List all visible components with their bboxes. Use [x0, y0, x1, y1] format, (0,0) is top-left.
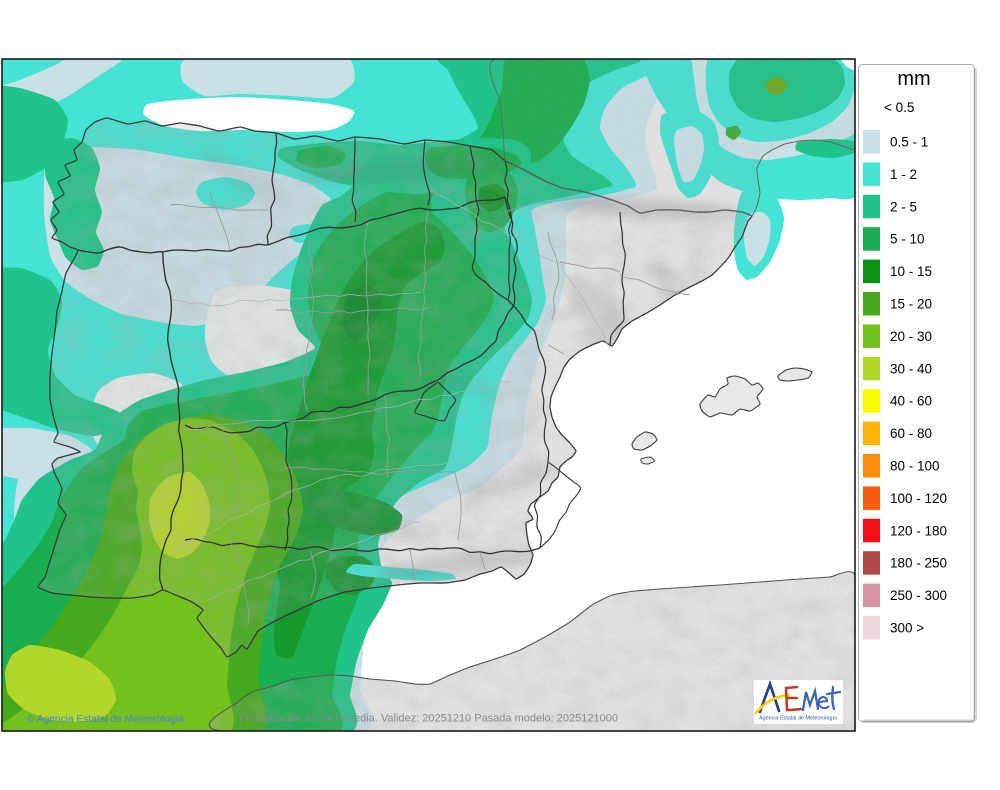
svg-text:30 - 40: 30 - 40	[890, 361, 932, 376]
svg-text:60 - 80: 60 - 80	[890, 426, 932, 441]
svg-text:100 - 120: 100 - 120	[890, 491, 947, 506]
svg-text:Agencia Estatal de Meteorologí: Agencia Estatal de Meteorología	[759, 716, 837, 722]
svg-text:180 - 250: 180 - 250	[890, 556, 947, 571]
svg-text:1 - 2: 1 - 2	[890, 167, 917, 182]
svg-text:15 - 20: 15 - 20	[890, 297, 932, 312]
svg-text:120 - 180: 120 - 180	[890, 523, 947, 538]
svg-text:40 - 60: 40 - 60	[890, 394, 932, 409]
svg-text:0.5 - 1: 0.5 - 1	[890, 135, 928, 150]
svg-text:2 - 5: 2 - 5	[890, 199, 917, 214]
svg-text:300 >: 300 >	[890, 621, 924, 636]
svg-text:20 - 30: 20 - 30	[890, 329, 932, 344]
svg-text:80 - 100: 80 - 100	[890, 459, 940, 474]
svg-text:© Agencia Estatal de Meteorolo: © Agencia Estatal de Meteorología	[27, 714, 184, 725]
svg-text:10 - 15: 10 - 15	[890, 264, 932, 279]
svg-text:5 - 10: 5 - 10	[890, 232, 925, 247]
svg-text:mm: mm	[897, 68, 930, 90]
svg-text:Precipitación en 24 h media. V: Precipitación en 24 h media. Validez: 20…	[239, 713, 618, 725]
svg-text:< 0.5: < 0.5	[884, 100, 914, 115]
svg-text:250 - 300: 250 - 300	[890, 588, 947, 603]
